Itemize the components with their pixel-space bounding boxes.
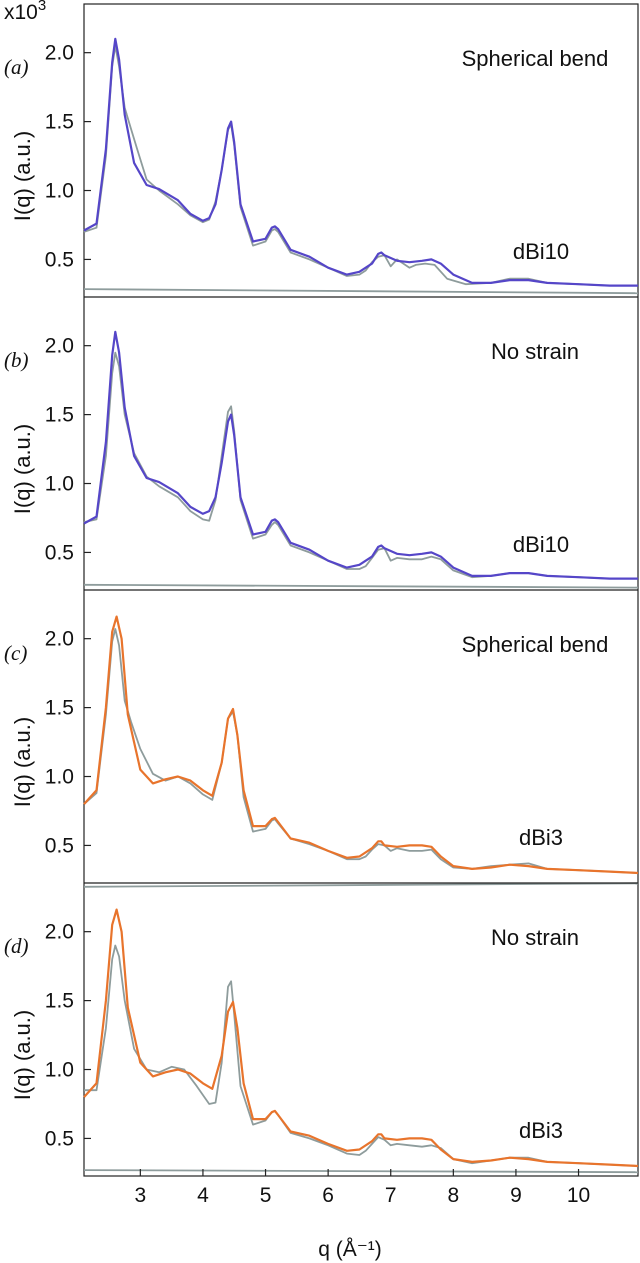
y-axis-label: I(q) (a.u.) — [10, 717, 35, 807]
y-tick-label: 1.0 — [45, 1059, 74, 1082]
residual-curve — [83, 583, 639, 589]
exponent-power: 3 — [38, 0, 46, 14]
x-axis-label: q (Å⁻¹) — [318, 1238, 382, 1261]
sample-label: dBi10 — [513, 532, 569, 557]
model-curve — [83, 37, 638, 287]
y-tick-label: 2.0 — [45, 628, 74, 651]
x-tick-label: 10 — [567, 1184, 590, 1207]
data-curve — [83, 44, 638, 287]
y-tick-label: 1.5 — [45, 697, 74, 720]
condition-label: Spherical bend — [462, 46, 609, 71]
exponent-base: x10 — [4, 1, 38, 24]
panel-label: (a) — [4, 55, 29, 79]
panel-b: 0.5 1.0 1.5 2.0 (b) I(q) (a.u.) No strain dBi10 — [4, 296, 639, 589]
panel-c: 0.5 1.0 1.5 2.0 (c) I(q) (a.u.) Spherical bend… — [4, 589, 639, 888]
y-axis-label: I(q) (a.u.) — [10, 424, 35, 514]
panel-label: (c) — [4, 641, 27, 665]
y-tick-label: 0.5 — [45, 1127, 74, 1150]
x-tick-label: 4 — [197, 1184, 209, 1207]
panel-label: (b) — [4, 348, 29, 372]
residual-curve — [83, 288, 639, 295]
model-curve — [83, 908, 639, 1168]
x-tick-label: 6 — [322, 1184, 334, 1207]
y-tick-label: 0.5 — [45, 834, 74, 857]
condition-label: Spherical bend — [462, 632, 609, 657]
x-tick-label: 9 — [510, 1184, 522, 1207]
y-tick-label: 1.0 — [45, 766, 74, 789]
x-tick-label: 8 — [447, 1184, 459, 1207]
y-tick-label: 2.0 — [45, 42, 74, 65]
y-tick-label: 1.5 — [45, 990, 74, 1013]
model-curve — [83, 330, 638, 580]
y-tick-label: 1.5 — [45, 404, 74, 427]
y-tick-label: 0.5 — [45, 248, 74, 271]
x-tick-label: 5 — [260, 1184, 272, 1207]
y-axis-label: I(q) (a.u.) — [10, 131, 35, 221]
y-tick-label: 1.0 — [45, 180, 74, 203]
condition-label: No strain — [491, 925, 579, 950]
x-tick-label: 3 — [134, 1184, 146, 1207]
exponent-label: x103 — [4, 0, 46, 24]
y-tick-label: 1.5 — [45, 111, 74, 134]
sample-label: dBi3 — [519, 1118, 563, 1143]
sample-label: dBi10 — [513, 239, 569, 264]
y-tick-label: 0.5 — [45, 541, 74, 564]
sample-label: dBi3 — [519, 825, 563, 850]
x-tick-label: 7 — [385, 1184, 397, 1207]
x-axis: 3 4 5 6 7 8 9 10 — [134, 1169, 590, 1207]
y-axis-label: I(q) (a.u.) — [10, 1010, 35, 1100]
panel-label: (d) — [4, 934, 29, 958]
panels: 0.5 1.0 1.5 2.0 (a) I(q) (a.u.) Spherical bend… — [4, 3, 639, 1177]
model-curve — [83, 615, 639, 875]
condition-label: No strain — [491, 339, 579, 364]
residual-curve — [83, 1169, 639, 1174]
y-tick-label: 1.0 — [45, 473, 74, 496]
y-tick-label: 2.0 — [45, 335, 74, 358]
residual-curve — [83, 882, 639, 888]
panel-d: 0.5 1.0 1.5 2.0 (d) I(q) (a.u.) No strain dBi3 — [4, 882, 639, 1174]
panel-a: 0.5 1.0 1.5 2.0 (a) I(q) (a.u.) Spherical bend… — [4, 37, 639, 295]
y-tick-label: 2.0 — [45, 921, 74, 944]
